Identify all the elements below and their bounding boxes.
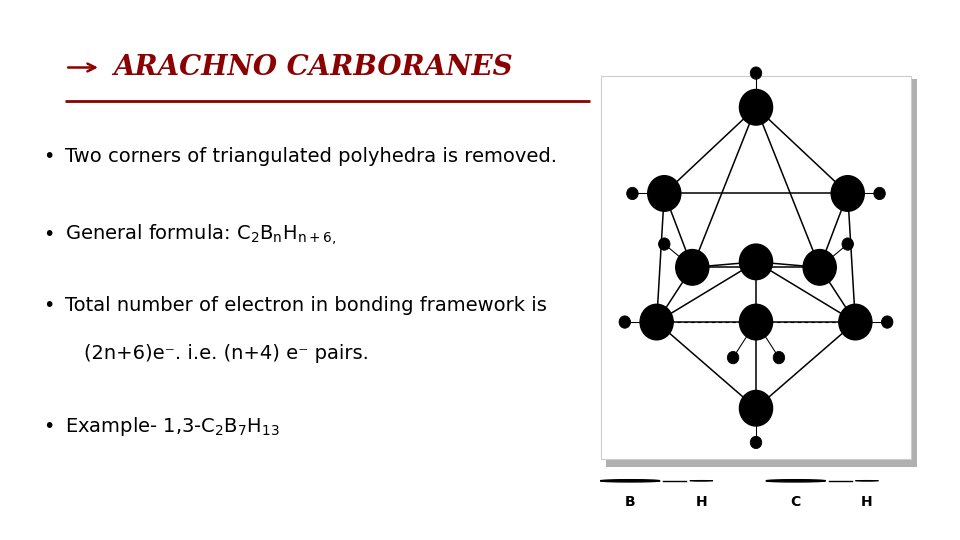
Circle shape xyxy=(640,304,673,340)
Circle shape xyxy=(619,316,631,328)
Text: H: H xyxy=(696,495,708,509)
Text: ARACHNO CARBORANES: ARACHNO CARBORANES xyxy=(113,54,513,81)
Ellipse shape xyxy=(766,480,826,482)
Circle shape xyxy=(739,390,773,426)
Text: (2n+6)e⁻. i.e. (n+4) e⁻ pairs.: (2n+6)e⁻. i.e. (n+4) e⁻ pairs. xyxy=(84,344,370,363)
FancyBboxPatch shape xyxy=(601,76,911,459)
Text: C: C xyxy=(791,495,801,509)
Ellipse shape xyxy=(600,480,660,482)
Circle shape xyxy=(659,238,670,250)
Text: H: H xyxy=(861,495,873,509)
Circle shape xyxy=(839,304,872,340)
Text: Total number of electron in bonding framework is: Total number of electron in bonding fram… xyxy=(65,295,547,315)
Text: B: B xyxy=(625,495,636,509)
Circle shape xyxy=(874,187,885,200)
Text: Two corners of triangulated polyhedra is removed.: Two corners of triangulated polyhedra is… xyxy=(65,147,557,166)
Circle shape xyxy=(881,316,893,328)
Text: •: • xyxy=(43,417,55,436)
Text: •: • xyxy=(43,225,55,245)
Text: •: • xyxy=(43,295,55,315)
Circle shape xyxy=(842,238,853,250)
Text: Example- 1,3-$\mathregular{C_2B_7H_{13}}$: Example- 1,3-$\mathregular{C_2B_7H_{13}}… xyxy=(65,415,280,438)
Circle shape xyxy=(831,176,864,211)
Circle shape xyxy=(676,249,708,285)
Circle shape xyxy=(773,352,784,364)
Circle shape xyxy=(627,187,638,200)
Circle shape xyxy=(751,436,761,449)
Circle shape xyxy=(648,176,681,211)
Circle shape xyxy=(751,67,761,79)
Text: General formula: $\mathregular{C_2B_nH_{n+6,}}$: General formula: $\mathregular{C_2B_nH_{… xyxy=(65,222,336,247)
Circle shape xyxy=(739,244,773,280)
Circle shape xyxy=(739,90,773,125)
Text: •: • xyxy=(43,147,55,166)
Circle shape xyxy=(728,352,739,364)
Circle shape xyxy=(739,304,773,340)
Circle shape xyxy=(804,249,836,285)
FancyBboxPatch shape xyxy=(606,78,917,467)
